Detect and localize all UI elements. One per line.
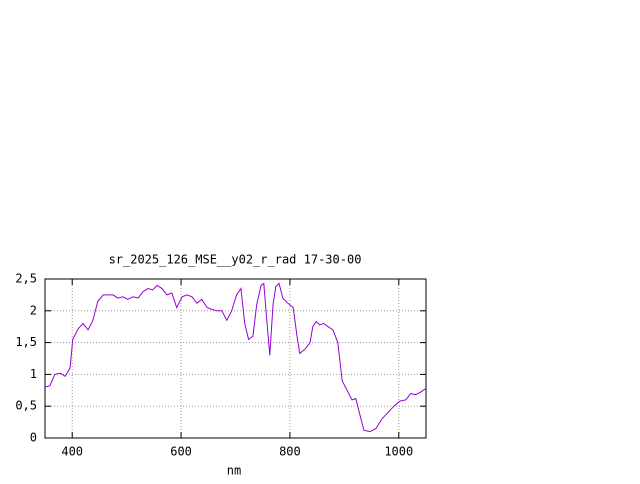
y-tick-label: 1 bbox=[30, 367, 37, 381]
y-tick-label: 2 bbox=[30, 303, 37, 317]
data-line bbox=[44, 282, 427, 433]
x-tick-label: 600 bbox=[170, 445, 192, 459]
y-tick-label: 0 bbox=[30, 431, 37, 445]
x-tick-label: 1000 bbox=[384, 445, 413, 459]
y-tick-label: 0,5 bbox=[15, 399, 37, 413]
y-tick-label: 2,5 bbox=[15, 272, 37, 286]
x-tick-label: 800 bbox=[279, 445, 301, 459]
plot-border bbox=[44, 278, 427, 439]
x-axis-label: nm bbox=[227, 464, 241, 478]
y-tick-label: 1,5 bbox=[15, 335, 37, 349]
chart-title: sr_2025_126_MSE__y02_r_rad 17-30-00 bbox=[109, 253, 362, 267]
x-tick-label: 400 bbox=[61, 445, 83, 459]
